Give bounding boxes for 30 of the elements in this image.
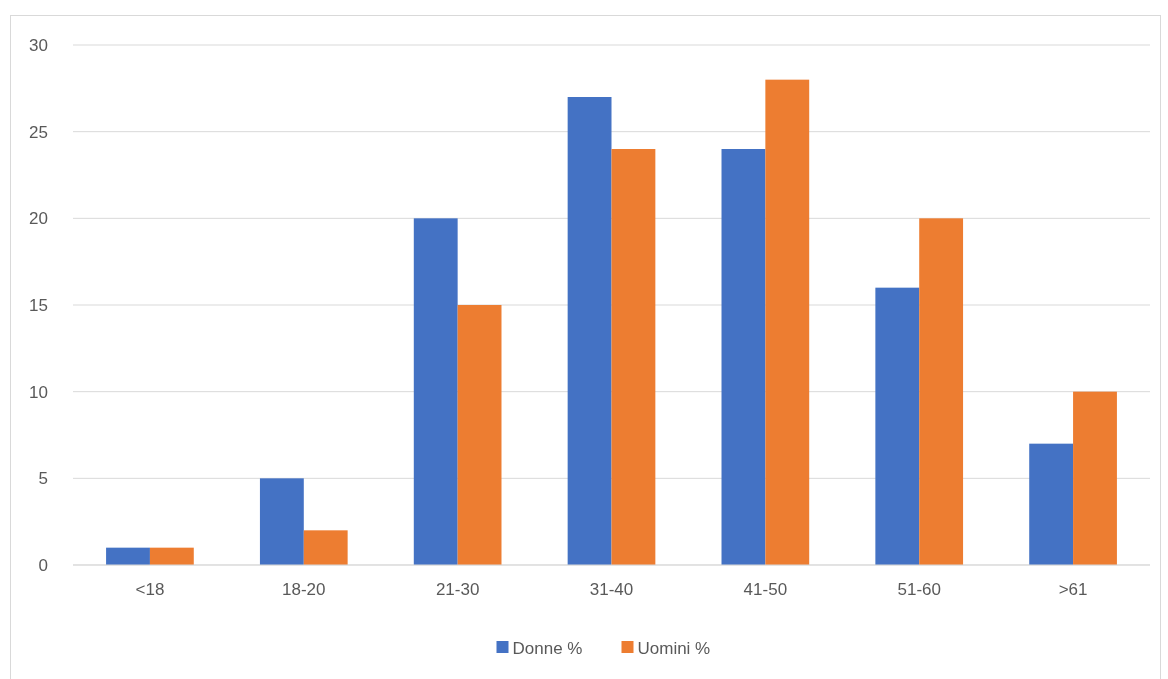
y-tick-label: 25 [29, 122, 48, 142]
bar [611, 149, 656, 565]
bar [259, 478, 304, 565]
x-tick-label: <18 [135, 580, 165, 599]
bar [919, 218, 964, 565]
y-tick-label: 30 [29, 35, 48, 55]
bar [1029, 443, 1074, 565]
bar [413, 218, 458, 565]
x-tick-label: >61 [1058, 580, 1088, 599]
x-tick-label: 41-50 [743, 580, 788, 599]
x-tick-label: 21-30 [435, 580, 480, 599]
bar [303, 530, 348, 565]
y-tick-label: 5 [38, 469, 48, 489]
bar [567, 97, 612, 565]
legend-label: Uomini % [637, 638, 711, 658]
x-tick-label: 18-20 [282, 580, 326, 599]
bar [765, 79, 810, 565]
y-tick-label: 15 [29, 295, 48, 315]
x-tick-label: 31-40 [589, 580, 634, 599]
x-tick-label: 51-60 [897, 580, 941, 599]
bar [875, 287, 920, 565]
legend-label: Donne % [512, 638, 583, 658]
bar [721, 149, 766, 565]
bar [1073, 391, 1117, 565]
bar [149, 547, 194, 565]
y-tick-label: 20 [29, 209, 48, 229]
y-tick-label: 10 [29, 382, 48, 402]
y-tick-label: 0 [38, 555, 48, 575]
bar [106, 547, 150, 565]
bar [457, 305, 502, 565]
